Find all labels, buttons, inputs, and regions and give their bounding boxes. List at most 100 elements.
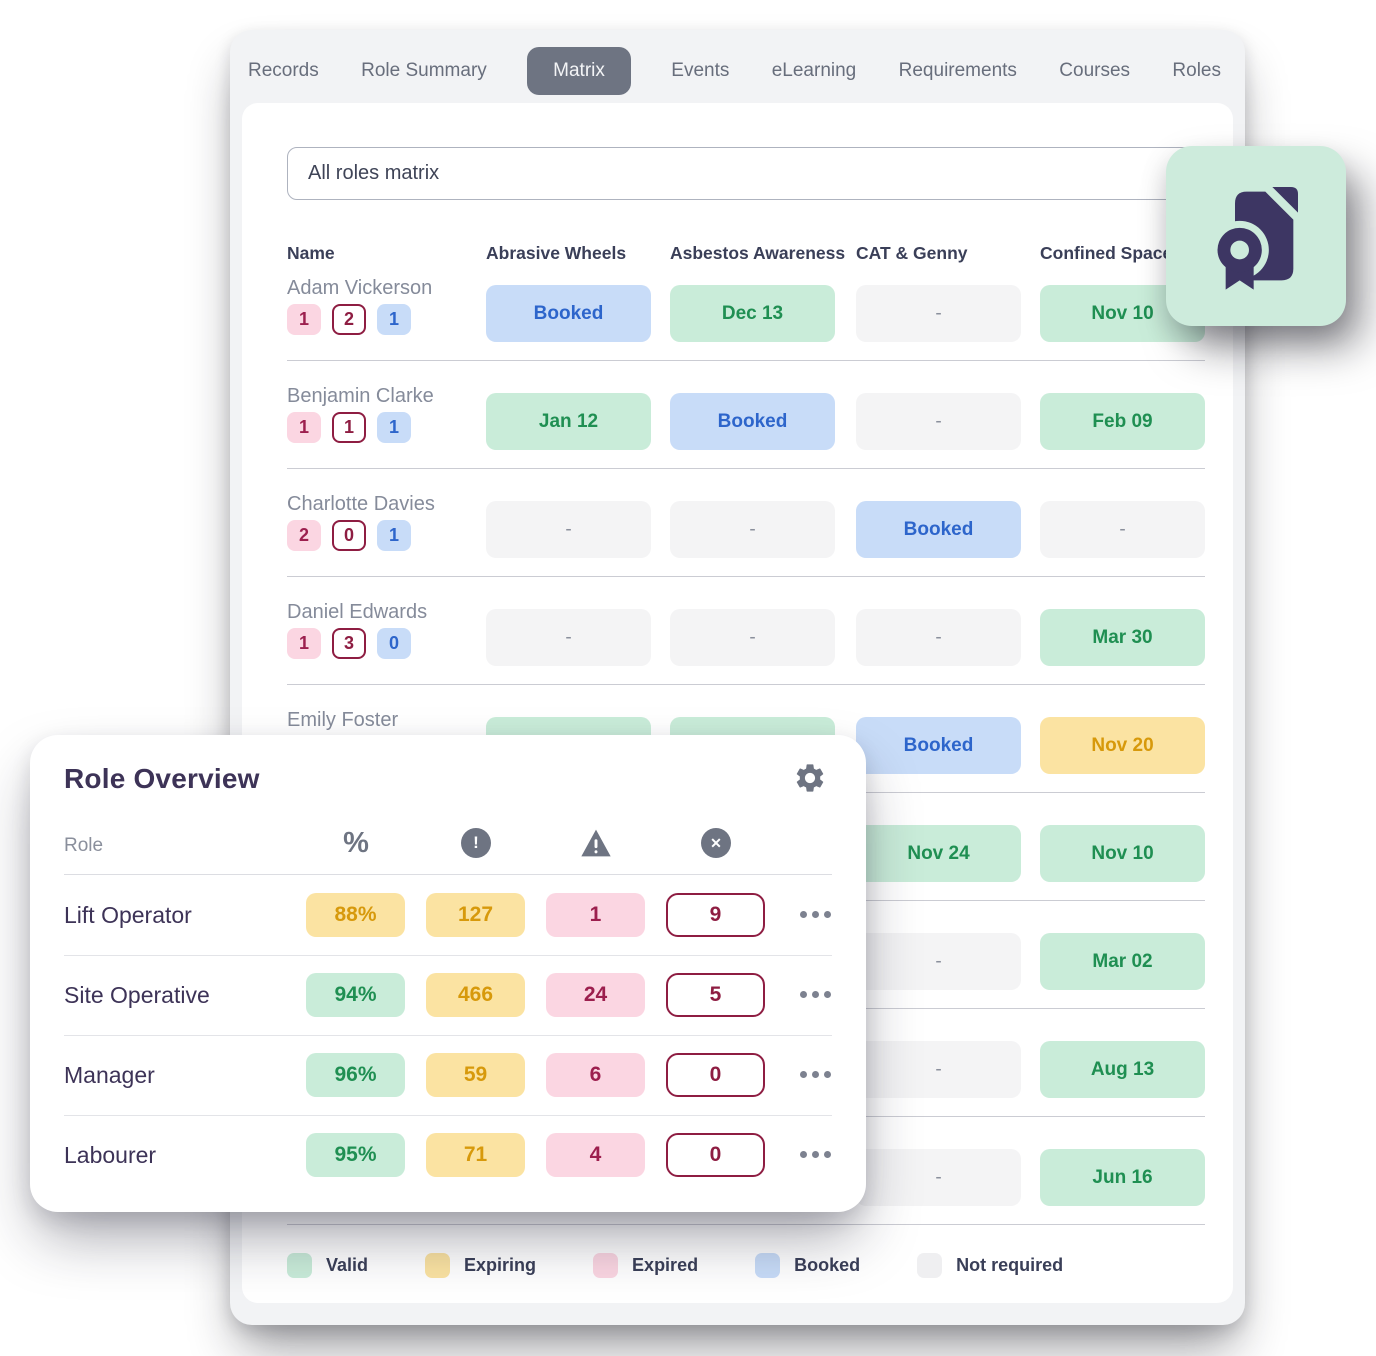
- dot: [812, 1071, 819, 1078]
- column-header-confined-space: Confined Space: [1040, 243, 1173, 263]
- legend-item-booked: Booked: [755, 1253, 860, 1278]
- settings-button[interactable]: [792, 761, 828, 797]
- role-name: Lift Operator: [64, 902, 192, 928]
- overview-badge: 24: [546, 973, 645, 1017]
- legend-item-not-required: Not required: [917, 1253, 1063, 1278]
- status-legend: Valid Expiring Expired Booked Not required: [287, 1253, 1063, 1278]
- person-name: Adam Vickerson: [287, 277, 433, 299]
- legend-swatch-expired: [593, 1253, 619, 1278]
- status-cell[interactable]: Booked: [486, 285, 651, 342]
- status-cell[interactable]: Booked: [670, 393, 835, 450]
- row-menu-button[interactable]: [800, 911, 831, 918]
- column-header-cat-genny: CAT & Genny: [856, 243, 968, 263]
- booked-count-badge: 0: [377, 628, 411, 659]
- overview-badge: 5: [666, 973, 765, 1017]
- legend-label: Valid: [326, 1255, 369, 1275]
- warning-triangle-icon: [580, 827, 612, 859]
- overview-badge: 96%: [306, 1053, 405, 1097]
- status-cell[interactable]: Booked: [856, 501, 1021, 558]
- x-circle-icon: ✕: [700, 827, 732, 859]
- column-header-name: Name: [287, 243, 335, 263]
- status-cell[interactable]: Mar 02: [1040, 933, 1205, 990]
- status-cell[interactable]: Nov 24: [856, 825, 1021, 882]
- status-cell[interactable]: -: [856, 1149, 1021, 1206]
- legend-label: Booked: [794, 1255, 861, 1275]
- row-divider: [287, 468, 1205, 469]
- matrix-filter-dropdown[interactable]: All roles matrix: [287, 147, 1205, 200]
- role-name: Labourer: [64, 1142, 157, 1168]
- overview-badge: 1: [546, 893, 645, 937]
- status-cell[interactable]: -: [486, 609, 651, 666]
- status-cell[interactable]: -: [856, 285, 1021, 342]
- dot: [812, 991, 819, 998]
- overview-row: Lift Operator 88% 127 1 9: [64, 875, 832, 956]
- status-cell[interactable]: -: [1040, 501, 1205, 558]
- percent-icon: %: [343, 826, 369, 859]
- person-name: Emily Foster: [287, 709, 399, 731]
- table-row: Daniel Edwards 1 3 0- - - Mar 30: [242, 601, 1233, 709]
- status-cell[interactable]: -: [856, 609, 1021, 666]
- role-column-header: Role: [64, 835, 104, 856]
- tab-role-summary[interactable]: Role Summary: [359, 47, 489, 95]
- dot: [812, 911, 819, 918]
- legend-item-expired: Expired: [593, 1253, 698, 1278]
- status-cell[interactable]: Nov 10: [1040, 825, 1205, 882]
- tab-bar: Records Role Summary Matrix Events eLearning…: [246, 42, 1223, 100]
- row-divider: [287, 576, 1205, 577]
- tab-matrix[interactable]: Matrix: [527, 47, 631, 95]
- tab-requirements[interactable]: Requirements: [897, 47, 1019, 95]
- person-name: Benjamin Clarke: [287, 385, 434, 407]
- overview-badge: 4: [546, 1133, 645, 1177]
- status-cell[interactable]: -: [856, 393, 1021, 450]
- overview-row: Site Operative 94% 466 24 5: [64, 955, 832, 1036]
- overview-badge: 127: [426, 893, 525, 937]
- overview-badge: 6: [546, 1053, 645, 1097]
- overview-badge: 95%: [306, 1133, 405, 1177]
- status-cell[interactable]: Mar 30: [1040, 609, 1205, 666]
- row-menu-button[interactable]: [800, 991, 831, 998]
- table-row: Adam Vickerson 1 2 1 Booked Dec 13- Nov 10: [242, 277, 1233, 385]
- status-cell[interactable]: Jun 16: [1040, 1149, 1205, 1206]
- row-divider: [287, 360, 1205, 361]
- tab-events[interactable]: Events: [669, 47, 731, 95]
- status-cell[interactable]: Feb 09: [1040, 393, 1205, 450]
- row-menu-button[interactable]: [800, 1071, 831, 1078]
- legend-label: Not required: [956, 1255, 1064, 1275]
- overview-row: Labourer 95% 71 4 0: [64, 1115, 832, 1195]
- status-cell[interactable]: Booked: [856, 717, 1021, 774]
- row-menu-button[interactable]: [800, 1151, 831, 1158]
- role-name: Manager: [64, 1062, 155, 1088]
- tab-records[interactable]: Records: [246, 47, 321, 95]
- dot: [800, 1071, 807, 1078]
- tab-roles[interactable]: Roles: [1170, 47, 1223, 95]
- dot: [824, 1151, 831, 1158]
- tab-elearning[interactable]: eLearning: [770, 47, 859, 95]
- status-cell[interactable]: Jan 12: [486, 393, 651, 450]
- table-row: Benjamin Clarke 1 1 1 Jan 12 Booked - Feb 09: [242, 385, 1233, 493]
- status-cell[interactable]: -: [670, 501, 835, 558]
- overview-badge: 59: [426, 1053, 525, 1097]
- dot: [800, 911, 807, 918]
- status-cell[interactable]: Dec 13: [670, 285, 835, 342]
- status-cell[interactable]: Nov 20: [1040, 717, 1205, 774]
- missing-count-badge: 3: [332, 628, 366, 659]
- table-row: - Aug 13: [242, 1033, 1233, 1141]
- status-cell[interactable]: -: [856, 1041, 1021, 1098]
- table-row: Nov 24 Nov 10: [242, 817, 1233, 925]
- booked-count-badge: 1: [377, 304, 411, 335]
- certificate-document-icon: [1210, 187, 1298, 290]
- row-divider: [287, 1224, 1205, 1225]
- status-cell[interactable]: -: [670, 609, 835, 666]
- expired-count-badge: 1: [287, 628, 321, 659]
- status-cell[interactable]: -: [856, 933, 1021, 990]
- status-cell[interactable]: -: [486, 501, 651, 558]
- tab-courses[interactable]: Courses: [1057, 47, 1132, 95]
- row-divider: [287, 684, 1205, 685]
- status-cell[interactable]: Aug 13: [1040, 1041, 1205, 1098]
- gear-icon: [796, 764, 824, 792]
- overlay-title: Role Overview: [64, 763, 260, 794]
- dot: [812, 1151, 819, 1158]
